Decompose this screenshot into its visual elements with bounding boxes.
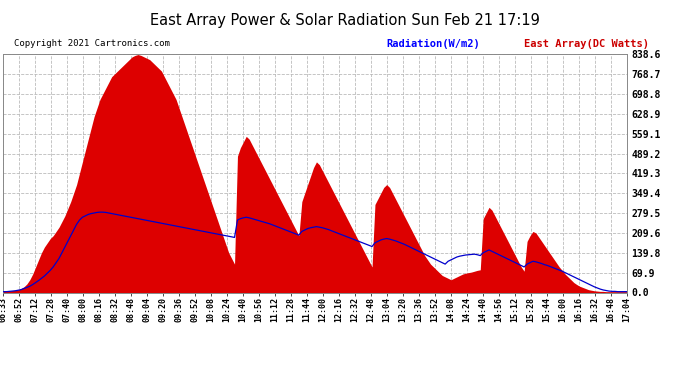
Text: Copyright 2021 Cartronics.com: Copyright 2021 Cartronics.com [14,39,170,48]
Text: East Array(DC Watts): East Array(DC Watts) [524,39,649,50]
Text: Radiation(W/m2): Radiation(W/m2) [386,39,480,50]
Text: East Array Power & Solar Radiation Sun Feb 21 17:19: East Array Power & Solar Radiation Sun F… [150,13,540,28]
